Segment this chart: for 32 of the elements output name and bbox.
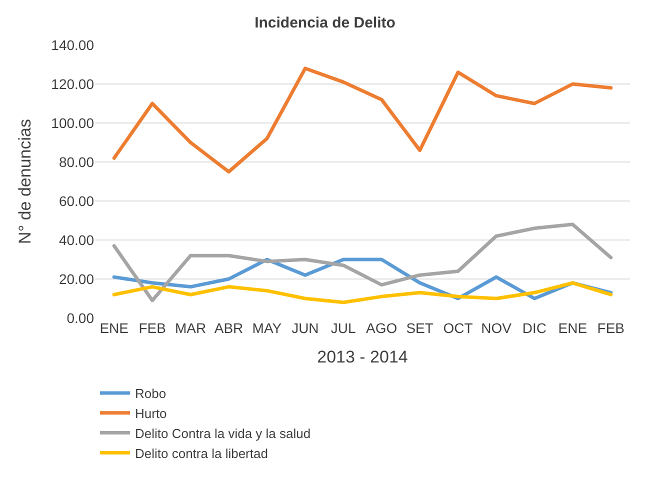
- x-tick-label: ENE: [100, 320, 129, 336]
- line-series: [112, 281, 613, 304]
- x-tick-label: JUN: [292, 320, 319, 336]
- x-axis-title: 2013 - 2014: [317, 347, 408, 366]
- y-tick-label: 20.00: [58, 270, 94, 287]
- y-tick-label: 60.00: [58, 192, 94, 209]
- x-tick-label: NOV: [481, 320, 512, 336]
- line-series: [112, 222, 613, 302]
- y-tick-label: 100.00: [51, 114, 94, 131]
- y-tick-label: 0.00: [66, 310, 94, 326]
- x-tick-label: FEB: [138, 320, 166, 336]
- line-series: [112, 66, 613, 174]
- y-tick-label: 120.00: [51, 76, 94, 92]
- x-tick-label: OCT: [443, 320, 474, 336]
- y-tick-label: 80.00: [58, 154, 94, 170]
- x-tick-label: ABR: [214, 320, 244, 336]
- chart-title: Incidencia de Delito: [254, 14, 396, 32]
- x-tick-label: FEB: [597, 320, 625, 336]
- legend-label: Hurto: [135, 406, 167, 421]
- y-tick-label: 40.00: [58, 232, 94, 248]
- x-tick-label: MAY: [252, 320, 282, 336]
- x-tick-label: ENE: [558, 320, 588, 336]
- legend-label: Delito Contra la vida y la salud: [135, 426, 311, 441]
- y-tick-label: 140.00: [51, 36, 94, 53]
- y-axis-title: N° de denuncias: [16, 119, 35, 244]
- x-tick-label: JUL: [330, 320, 356, 336]
- x-tick-label: DIC: [522, 320, 547, 336]
- legend-label: Robo: [135, 386, 166, 402]
- legend-label: Delito contra la libertad: [135, 446, 268, 461]
- x-tick-label: MAR: [174, 320, 206, 336]
- x-tick-label: SET: [406, 320, 434, 336]
- x-tick-label: AGO: [366, 320, 398, 336]
